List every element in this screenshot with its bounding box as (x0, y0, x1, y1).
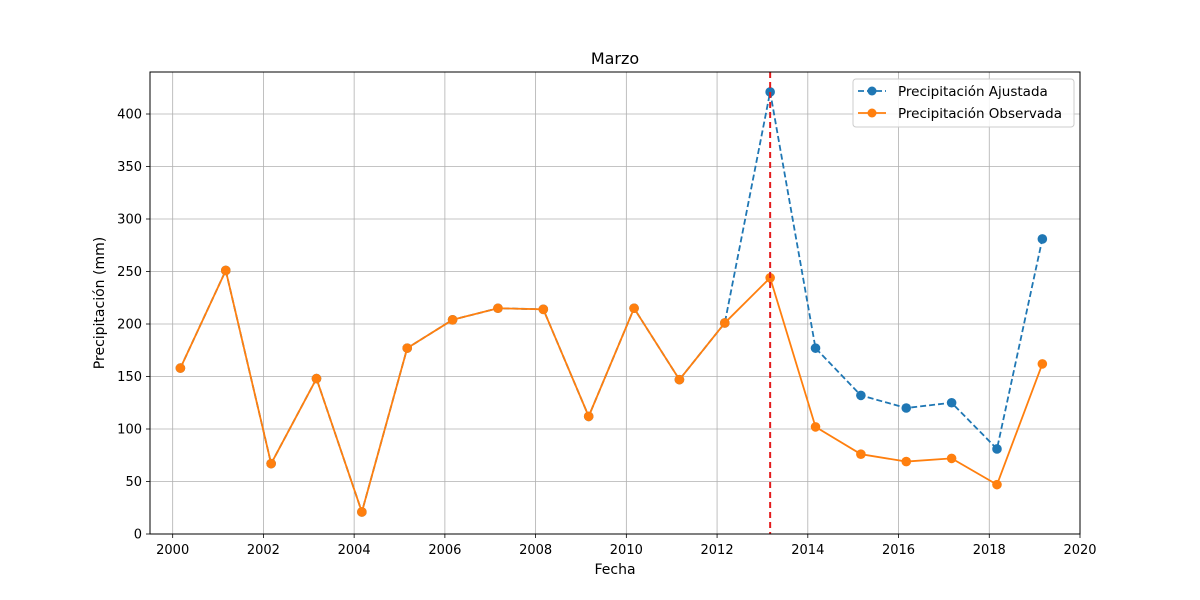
data-point-observada (538, 304, 549, 315)
y-tick-label: 350 (117, 160, 142, 175)
data-point-observada (220, 265, 231, 276)
x-tick-label: 2006 (428, 543, 461, 558)
y-tick-label: 300 (117, 213, 142, 228)
data-point-observada (856, 449, 866, 460)
x-tick-label: 2002 (247, 543, 280, 558)
x-axis-label: Fecha (594, 562, 635, 578)
y-tick-label: 0 (134, 528, 142, 543)
legend-marker-ajustada (867, 86, 877, 96)
data-point-observada (493, 303, 503, 314)
data-point-observada (311, 373, 322, 384)
legend-label-observada: Precipitación Observada (898, 106, 1062, 122)
y-tick-label: 50 (125, 475, 142, 490)
y-tick-label: 400 (117, 108, 142, 123)
data-point-observada (901, 456, 912, 467)
data-point-observada (583, 411, 594, 422)
chart-title: Marzo (591, 49, 639, 68)
data-point-ajustada (810, 343, 821, 353)
ticks: 2000 2002 2004 2006 2008 2010 2012 2014 2016 2018… (117, 108, 1096, 559)
x-tick-label: 2010 (610, 543, 643, 558)
legend: Precipitación Ajustada Precipitación Obs… (852, 78, 1075, 128)
x-tick-label: 2018 (973, 543, 1006, 558)
y-tick-label: 150 (117, 370, 142, 385)
x-tick-label: 2016 (882, 543, 915, 558)
data-point-observada (810, 422, 821, 432)
data-point-ajustada (765, 87, 775, 97)
data-point-ajustada (946, 397, 957, 408)
data-point-observada (175, 363, 186, 373)
data-point-observada (719, 318, 730, 328)
x-tick-label: 2000 (156, 543, 189, 558)
series-layer (175, 72, 1048, 534)
data-point-observada (447, 315, 458, 325)
data-point-ajustada (1037, 234, 1048, 244)
legend-box (852, 78, 1075, 128)
series-line-observada (179, 269, 1044, 513)
data-point-ajustada (901, 403, 912, 413)
x-tick-label: 2004 (338, 543, 371, 558)
data-point-observada (1037, 359, 1048, 369)
data-point-observada (946, 453, 957, 464)
x-tick-label: 2008 (519, 543, 552, 558)
y-tick-label: 250 (117, 265, 142, 280)
x-tick-label: 2012 (701, 543, 734, 558)
legend-label-ajustada: Precipitación Ajustada (898, 84, 1048, 100)
y-tick-label: 100 (117, 423, 142, 438)
data-point-observada (357, 507, 367, 517)
data-point-ajustada (856, 390, 866, 401)
data-point-observada (266, 458, 276, 469)
legend-marker-observada (867, 108, 877, 118)
y-axis-label: Precipitación (mm) (92, 237, 108, 369)
x-tick-label: 2020 (1063, 543, 1096, 558)
plot-frame (149, 71, 1081, 535)
data-point-ajustada (992, 444, 1002, 454)
data-point-observada (402, 343, 413, 353)
data-point-observada (992, 479, 1002, 490)
data-point-observada (674, 374, 685, 385)
x-tick-label: 2014 (791, 543, 824, 558)
y-tick-label: 200 (117, 318, 142, 333)
data-point-observada (629, 303, 639, 314)
